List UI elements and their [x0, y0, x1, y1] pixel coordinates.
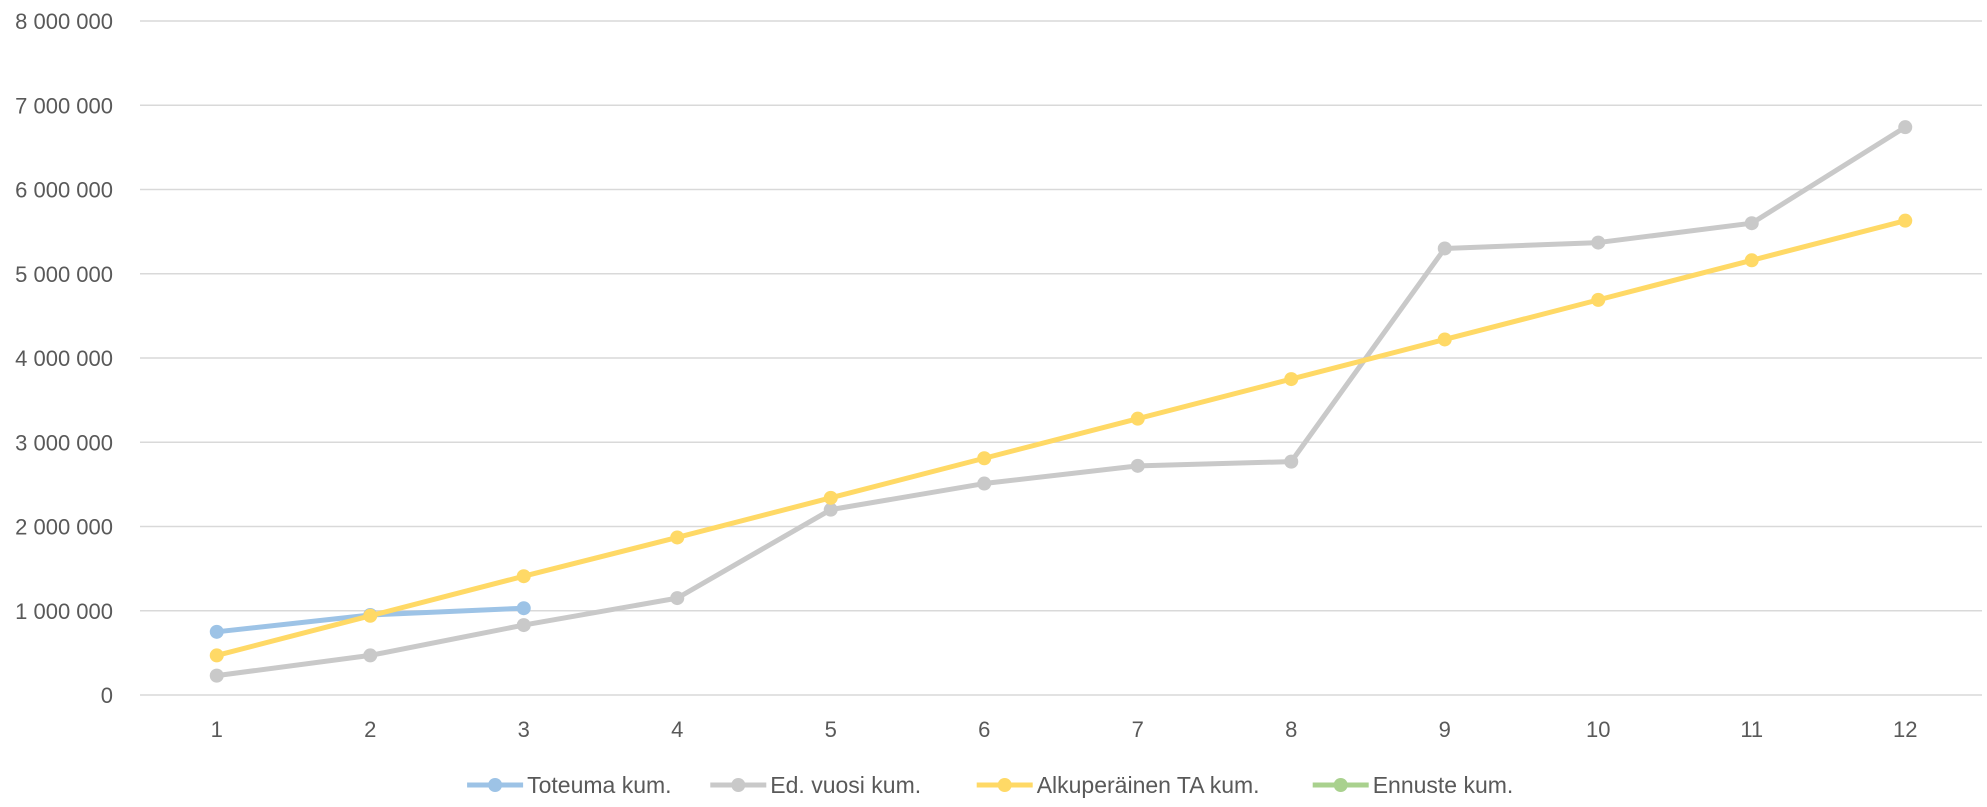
y-tick-label: 5 000 000 [15, 262, 113, 287]
y-axis: 0 1 000 000 2 000 000 3 000 000 4 000 000 5 0… [15, 9, 113, 708]
legend-label: Alkuperäinen TA kum. [1037, 772, 1260, 798]
data-point [1744, 253, 1759, 268]
y-tick-label: 7 000 000 [15, 93, 113, 118]
data-point [1437, 241, 1452, 256]
data-point [363, 608, 378, 623]
legend-marker [488, 778, 503, 792]
series-line [216, 125, 1907, 679]
data-point [1130, 411, 1145, 426]
series-2 [209, 213, 1913, 663]
data-point [670, 530, 685, 545]
data-point [823, 502, 838, 517]
x-tick-label: 9 [1439, 717, 1451, 742]
data-point [209, 624, 224, 639]
x-tick-label: 2 [364, 717, 376, 742]
series-line [216, 218, 1906, 658]
x-tick-label: 4 [671, 717, 683, 742]
data-point [1898, 213, 1913, 228]
legend: Toteuma kum. Ed. vuosi kum. Alkuperäinen T… [467, 772, 1513, 798]
x-tick-label: 3 [518, 717, 530, 742]
gridlines [140, 20, 1982, 696]
legend-item: Ed. vuosi kum. [710, 772, 921, 798]
data-point [516, 569, 531, 584]
legend-marker [731, 778, 746, 792]
y-tick-label: 3 000 000 [15, 430, 113, 455]
x-tick-label: 11 [1740, 717, 1763, 742]
legend-marker [997, 778, 1012, 792]
data-point [209, 648, 224, 663]
data-point [1130, 458, 1145, 473]
data-point [516, 601, 531, 616]
legend-item: Toteuma kum. [467, 772, 672, 798]
y-tick-label: 6 000 000 [15, 178, 113, 203]
data-point [1284, 372, 1299, 387]
legend-label: Toteuma kum. [527, 772, 671, 798]
x-tick-label: 10 [1586, 717, 1610, 742]
data-point [363, 648, 378, 663]
y-tick-label: 1 000 000 [15, 599, 113, 624]
data-point [1284, 454, 1299, 469]
x-tick-label: 5 [825, 717, 837, 742]
data-point [1744, 216, 1759, 231]
y-tick-label: 8 000 000 [15, 9, 113, 34]
x-tick-label: 8 [1285, 717, 1297, 742]
x-axis: 1 2 3 4 5 6 7 8 9 10 11 12 [211, 717, 1918, 742]
data-point [823, 490, 838, 505]
data-point [1591, 235, 1606, 250]
data-point [977, 476, 992, 491]
data-point [209, 668, 224, 683]
legend-item: Ennuste kum. [1312, 772, 1514, 798]
data-point [1898, 120, 1913, 135]
legend-marker [1333, 778, 1348, 792]
x-tick-label: 6 [978, 717, 990, 742]
legend-item: Alkuperäinen TA kum. [976, 772, 1260, 798]
data-point [1437, 332, 1452, 347]
data-point [1591, 292, 1606, 307]
legend-label: Ed. vuosi kum. [770, 772, 921, 798]
data-point [977, 451, 992, 466]
y-tick-label: 0 [101, 683, 113, 708]
series-lines [209, 120, 1913, 683]
data-point [670, 591, 685, 606]
x-tick-label: 1 [211, 717, 223, 742]
y-tick-label: 2 000 000 [15, 515, 113, 540]
y-tick-label: 4 000 000 [15, 346, 113, 371]
legend-label: Ennuste kum. [1373, 772, 1514, 798]
x-tick-label: 7 [1132, 717, 1144, 742]
data-point [516, 618, 531, 633]
x-tick-label: 12 [1893, 717, 1917, 742]
series-1 [209, 120, 1913, 683]
